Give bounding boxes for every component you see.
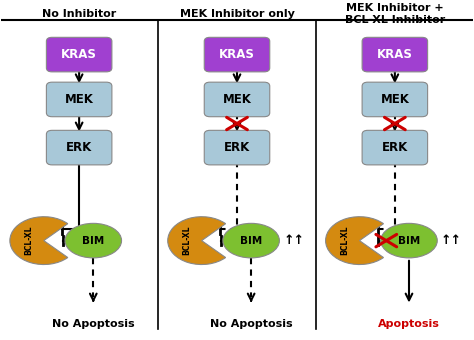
FancyBboxPatch shape — [362, 130, 428, 165]
Text: MEK Inhibitor only: MEK Inhibitor only — [180, 9, 294, 19]
Text: BCL-XL: BCL-XL — [24, 226, 33, 255]
Text: ↑↑: ↑↑ — [283, 234, 304, 247]
Ellipse shape — [223, 223, 279, 258]
Text: Apoptosis: Apoptosis — [378, 319, 440, 329]
FancyBboxPatch shape — [46, 37, 112, 72]
FancyBboxPatch shape — [46, 130, 112, 165]
Text: MEK: MEK — [381, 93, 409, 106]
Text: No Apoptosis: No Apoptosis — [210, 319, 292, 329]
Text: KRAS: KRAS — [61, 48, 97, 61]
FancyBboxPatch shape — [46, 82, 112, 117]
Text: BCL-XL: BCL-XL — [182, 226, 191, 255]
Text: BIM: BIM — [398, 236, 420, 245]
Text: KRAS: KRAS — [377, 48, 413, 61]
Text: ERK: ERK — [382, 141, 408, 154]
Text: No Inhibitor: No Inhibitor — [42, 9, 116, 19]
FancyBboxPatch shape — [362, 37, 428, 72]
Text: ERK: ERK — [224, 141, 250, 154]
Text: BIM: BIM — [240, 236, 262, 245]
Text: KRAS: KRAS — [219, 48, 255, 61]
Text: MEK: MEK — [223, 93, 251, 106]
Text: BIM: BIM — [82, 236, 104, 245]
Wedge shape — [168, 217, 226, 265]
FancyBboxPatch shape — [204, 37, 270, 72]
Text: MEK: MEK — [65, 93, 93, 106]
Text: ↑↑: ↑↑ — [441, 234, 462, 247]
FancyBboxPatch shape — [204, 82, 270, 117]
Ellipse shape — [381, 223, 438, 258]
Text: MEK Inhibitor +
BCL-XL Inhibitor: MEK Inhibitor + BCL-XL Inhibitor — [345, 3, 445, 24]
FancyBboxPatch shape — [362, 82, 428, 117]
Text: ERK: ERK — [66, 141, 92, 154]
Text: No Apoptosis: No Apoptosis — [52, 319, 135, 329]
Ellipse shape — [65, 223, 121, 258]
FancyBboxPatch shape — [204, 130, 270, 165]
Wedge shape — [10, 217, 68, 265]
Text: BCL-XL: BCL-XL — [340, 226, 349, 255]
Wedge shape — [326, 217, 383, 265]
